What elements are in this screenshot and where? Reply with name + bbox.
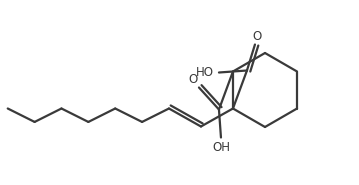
Text: O: O [188,73,197,86]
Text: O: O [252,30,262,43]
Text: HO: HO [196,66,214,79]
Text: OH: OH [212,141,230,154]
